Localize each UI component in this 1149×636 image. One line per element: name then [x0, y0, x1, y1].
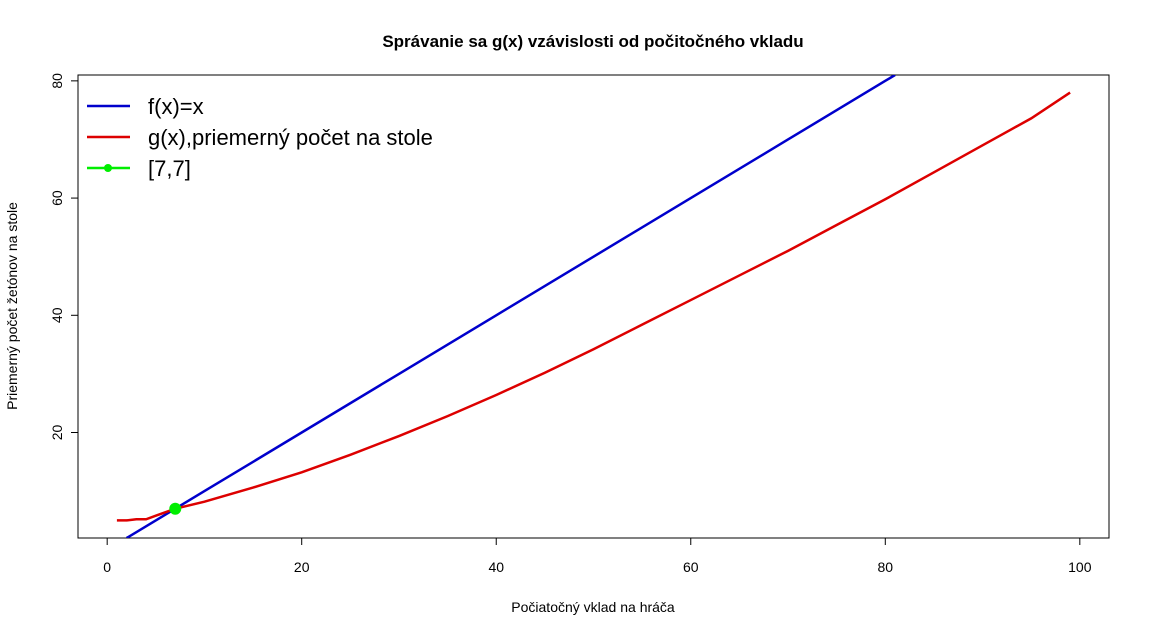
- chart-title: Správanie sa g(x) vzávislosti od počitoč…: [382, 32, 803, 51]
- y-tick-label: 80: [49, 73, 65, 89]
- y-tick-label: 60: [49, 190, 65, 206]
- y-tick-label: 40: [49, 307, 65, 323]
- series-line-g: [116, 91, 1071, 522]
- x-tick-label: 80: [878, 559, 894, 575]
- x-tick-label: 0: [103, 559, 111, 575]
- x-axis: 0 20 40 60 80 100: [103, 537, 1092, 575]
- legend-label-f: f(x)=x: [148, 94, 204, 119]
- x-tick-label: 100: [1068, 559, 1092, 575]
- y-axis: 20 40 60 80: [49, 73, 79, 441]
- y-axis-label: Priemerný počet žetónov na stole: [4, 202, 20, 410]
- legend: f(x)=x g(x),priemerný počet na stole [7,…: [87, 94, 433, 181]
- legend-label-point: [7,7]: [148, 156, 191, 181]
- series-layer: [116, 75, 1071, 538]
- series-line-f: [125, 75, 896, 538]
- legend-marker-point: [104, 164, 112, 172]
- legend-label-g: g(x),priemerný počet na stole: [148, 125, 433, 150]
- intersection-point: [169, 502, 182, 515]
- x-tick-label: 60: [683, 559, 699, 575]
- x-axis-label: Počiatočný vklad na hráča: [511, 599, 675, 615]
- y-tick-label: 20: [49, 425, 65, 441]
- x-tick-label: 20: [294, 559, 310, 575]
- x-tick-label: 40: [488, 559, 504, 575]
